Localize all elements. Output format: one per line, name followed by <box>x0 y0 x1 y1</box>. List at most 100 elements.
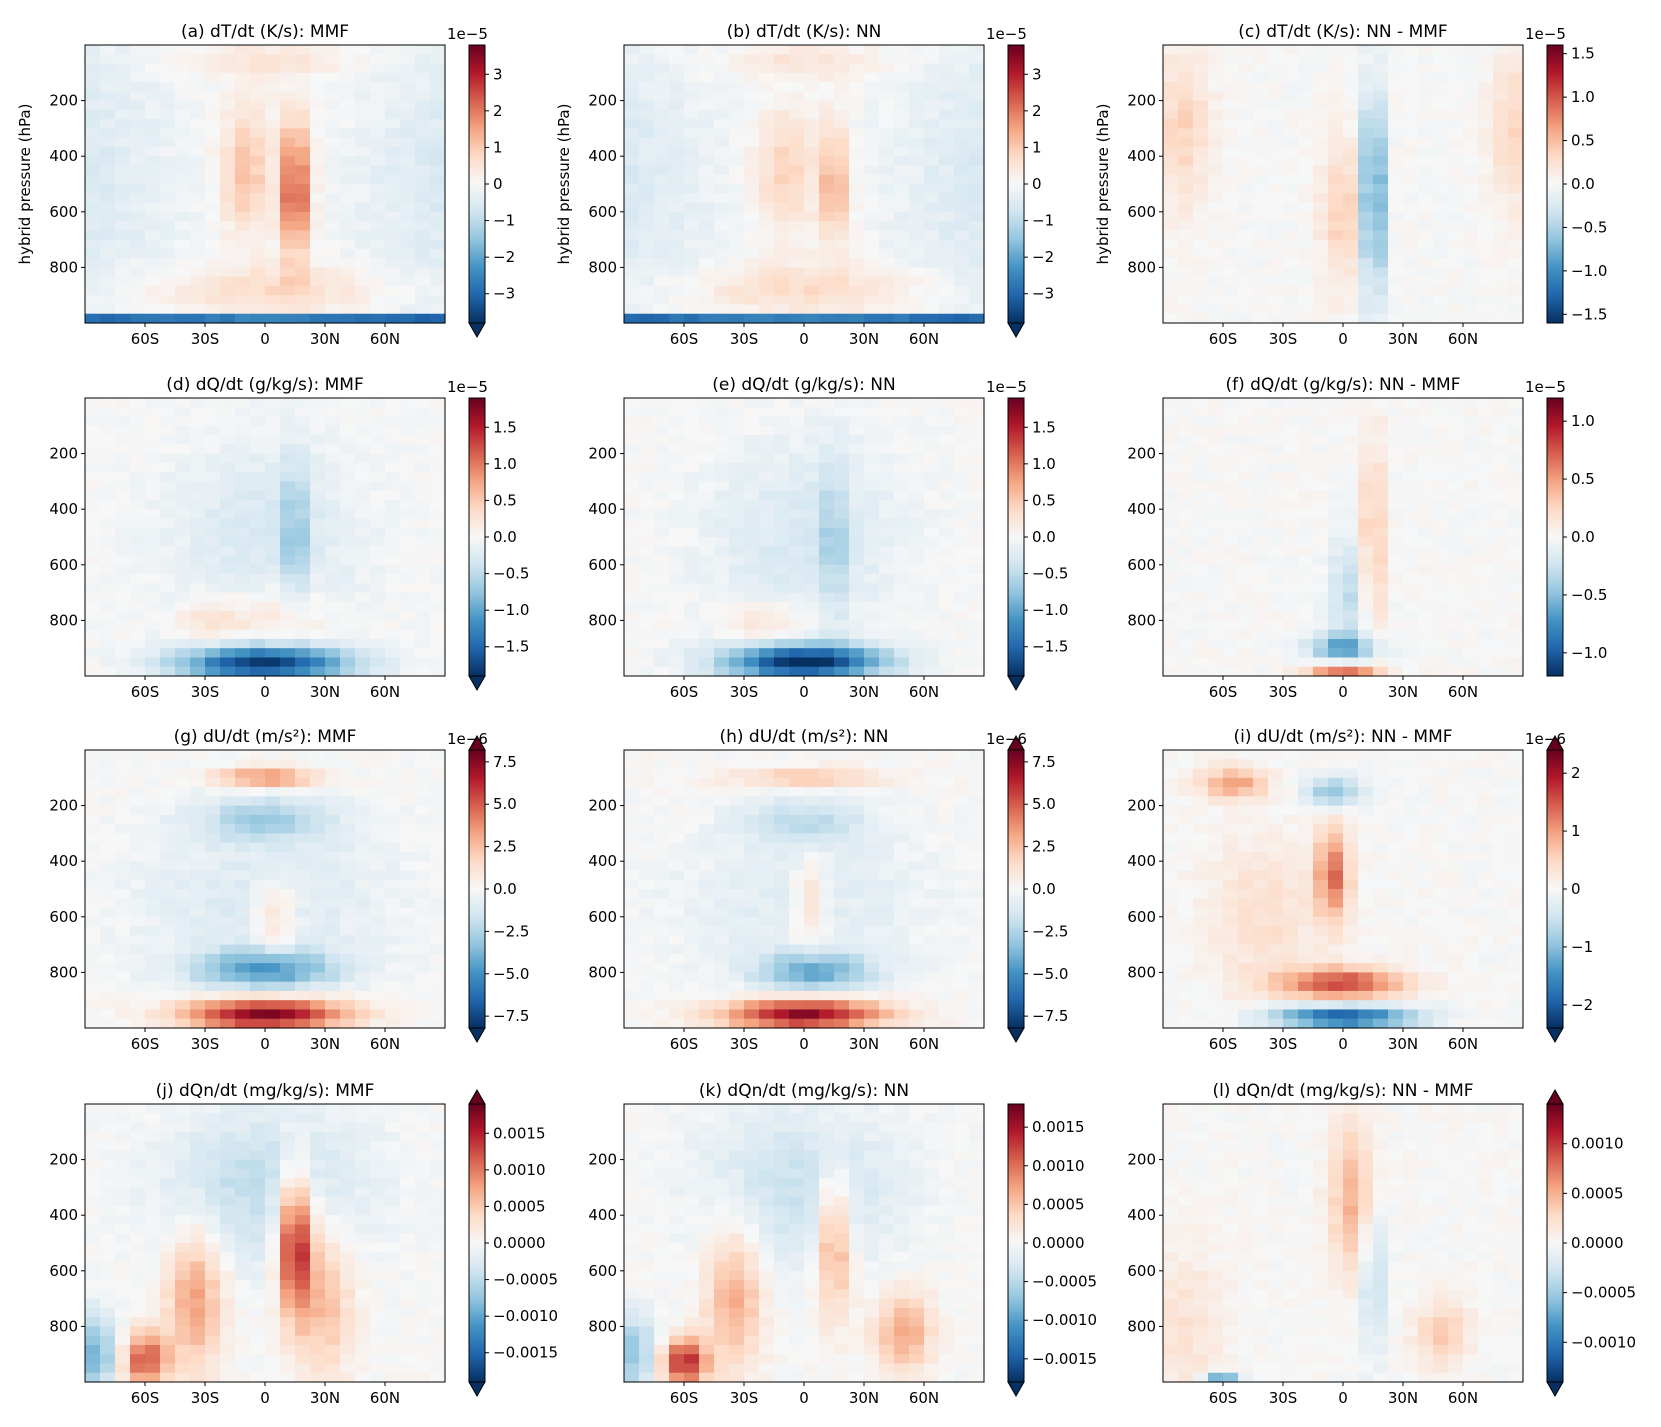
heatmap-cell <box>1493 267 1509 277</box>
heatmap-cell <box>1448 54 1464 64</box>
heatmap-cell <box>1313 240 1329 250</box>
heatmap-cell <box>1283 258 1299 268</box>
heatmap-cell <box>1163 249 1179 259</box>
heatmap-cell <box>235 91 251 101</box>
heatmap-cell <box>1358 454 1374 464</box>
heatmap-cell <box>160 574 176 584</box>
heatmap-cell <box>669 295 685 305</box>
heatmap-cell <box>639 546 655 556</box>
heatmap-cell <box>1268 611 1284 621</box>
heatmap-cell <box>220 833 236 843</box>
heatmap-cell <box>1328 73 1344 83</box>
heatmap-cell <box>1163 398 1179 408</box>
heatmap-cell <box>789 417 805 427</box>
heatmap-cell <box>639 657 655 667</box>
heatmap-cell <box>145 972 161 982</box>
heatmap-cell <box>1343 119 1359 129</box>
heatmap-cell <box>1298 657 1314 667</box>
heatmap-cell <box>1193 91 1209 101</box>
heatmap-cell <box>100 82 116 92</box>
heatmap-cell <box>654 518 670 528</box>
heatmap-cell <box>1313 64 1329 74</box>
heatmap-cell <box>759 267 775 277</box>
heatmap-cell <box>1298 407 1314 417</box>
heatmap-cell <box>280 203 296 213</box>
heatmap-cell <box>385 128 401 138</box>
heatmap-cell <box>774 258 790 268</box>
heatmap-cell <box>370 639 386 649</box>
heatmap-cell <box>100 240 116 250</box>
heatmap-e <box>624 398 985 677</box>
heatmap-cell <box>295 908 311 918</box>
heatmap-cell <box>250 889 266 899</box>
heatmap-cell <box>250 982 266 992</box>
heatmap-cell <box>729 417 745 427</box>
heatmap-cell <box>265 110 281 120</box>
heatmap-cell <box>1508 630 1524 640</box>
heatmap-cell <box>130 954 146 964</box>
heatmap-cell <box>1478 240 1494 250</box>
heatmap-cell <box>669 556 685 566</box>
heatmap-cell <box>1343 64 1359 74</box>
heatmap-cell <box>100 304 116 314</box>
heatmap-cell <box>1418 295 1434 305</box>
heatmap-cell <box>744 45 760 55</box>
heatmap-cell <box>205 593 221 603</box>
heatmap-cell <box>415 472 431 482</box>
heatmap-cell <box>714 472 730 482</box>
heatmap-cell <box>400 435 416 445</box>
heatmap-cell <box>1493 500 1509 510</box>
heatmap-cell <box>1313 417 1329 427</box>
heatmap-cell <box>1463 648 1479 658</box>
heatmap-cell <box>1328 295 1344 305</box>
heatmap-cell <box>235 258 251 268</box>
heatmap-cell <box>385 398 401 408</box>
heatmap-cell <box>385 574 401 584</box>
heatmap-cell <box>280 1019 296 1029</box>
heatmap-cell <box>280 648 296 658</box>
heatmap-cell <box>879 295 895 305</box>
heatmap-cell <box>759 128 775 138</box>
heatmap-cell <box>1463 500 1479 510</box>
heatmap-cell <box>1418 277 1434 287</box>
heatmap-cell <box>1463 611 1479 621</box>
heatmap-cell <box>160 45 176 55</box>
heatmap-cell <box>325 593 341 603</box>
heatmap-cell <box>624 175 640 185</box>
heatmap-cell <box>1448 258 1464 268</box>
heatmap-cell <box>1478 583 1494 593</box>
colorbar-e: 1.51.00.50.0−0.5−1.0−1.51e−5 <box>986 378 1068 690</box>
heatmap-cell <box>310 184 326 194</box>
heatmap-cell <box>280 1009 296 1019</box>
heatmap-cell <box>385 165 401 175</box>
heatmap-cell <box>280 778 296 788</box>
heatmap-cell <box>100 398 116 408</box>
heatmap-cell <box>370 546 386 556</box>
heatmap-cell <box>1298 175 1314 185</box>
heatmap-cell <box>1253 565 1269 575</box>
heatmap-cell <box>160 630 176 640</box>
heatmap-cell <box>220 750 236 760</box>
heatmap-cell <box>175 45 191 55</box>
heatmap-cell <box>699 574 715 584</box>
heatmap-cell <box>729 249 745 259</box>
heatmap-cell <box>205 101 221 111</box>
heatmap-cell <box>1193 546 1209 556</box>
heatmap-cell <box>744 286 760 296</box>
heatmap-cell <box>714 611 730 621</box>
heatmap-cell <box>774 481 790 491</box>
heatmap-cell <box>1193 500 1209 510</box>
heatmap-cell <box>325 45 341 55</box>
heatmap-cell <box>205 426 221 436</box>
heatmap-cell <box>729 398 745 408</box>
heatmap-cell <box>1448 583 1464 593</box>
heatmap-cell <box>205 667 221 677</box>
heatmap-cell <box>639 407 655 417</box>
heatmap-cell <box>415 518 431 528</box>
heatmap-cell <box>1283 657 1299 667</box>
heatmap-cell <box>190 593 206 603</box>
heatmap-cell <box>1328 45 1344 55</box>
heatmap-cell <box>1268 249 1284 259</box>
heatmap-cell <box>355 574 371 584</box>
heatmap-cell <box>1268 193 1284 203</box>
